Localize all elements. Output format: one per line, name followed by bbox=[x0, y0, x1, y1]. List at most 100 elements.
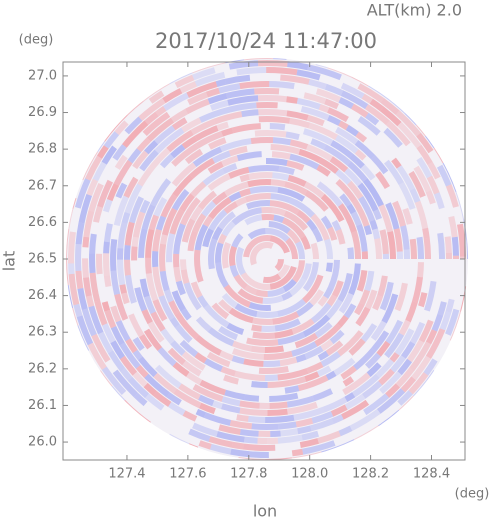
echo-cell bbox=[174, 74, 195, 88]
echo-cell bbox=[97, 179, 113, 208]
echo-cell bbox=[124, 183, 143, 214]
echo-cell bbox=[248, 165, 280, 173]
echo-cell bbox=[138, 228, 148, 258]
echo-cell bbox=[182, 360, 202, 377]
echo-cell bbox=[132, 349, 143, 361]
echo-cell bbox=[344, 392, 356, 402]
echo-cell bbox=[228, 102, 257, 113]
echo-cell bbox=[171, 117, 188, 131]
echo-cell bbox=[195, 335, 222, 356]
echo-cell bbox=[188, 428, 211, 442]
echo-cell bbox=[277, 368, 309, 381]
echo-cell bbox=[288, 376, 307, 386]
echo-cell bbox=[228, 145, 248, 157]
echo-cell bbox=[103, 199, 113, 213]
echo-cell bbox=[453, 255, 460, 259]
echo-cell bbox=[248, 415, 266, 423]
echo-cell bbox=[457, 223, 466, 257]
echo-cell bbox=[131, 236, 139, 247]
echo-cell bbox=[108, 350, 125, 372]
echo-cell bbox=[213, 111, 243, 125]
echo-cell bbox=[215, 262, 229, 288]
echo-cell bbox=[365, 352, 381, 369]
echo-cell bbox=[251, 381, 268, 389]
echo-cell bbox=[324, 238, 333, 259]
echo-cell bbox=[103, 241, 110, 254]
echo-cell bbox=[88, 183, 104, 212]
echo-cell bbox=[85, 295, 95, 308]
echo-cell bbox=[88, 305, 104, 335]
y-axis-label: lat bbox=[0, 251, 19, 272]
echo-cell bbox=[437, 301, 447, 316]
echo-cell bbox=[286, 160, 305, 171]
echo-cell bbox=[97, 145, 109, 159]
echo-cell bbox=[317, 350, 329, 361]
echo-cell bbox=[207, 173, 231, 191]
echo-cell bbox=[414, 200, 429, 229]
echo-cell bbox=[244, 394, 260, 402]
echo-cell bbox=[87, 342, 107, 370]
echo-cell bbox=[221, 155, 239, 167]
echo-cell bbox=[241, 109, 259, 118]
echo-cell bbox=[102, 323, 116, 344]
echo-cell bbox=[398, 319, 411, 336]
echo-cell bbox=[327, 115, 341, 126]
echo-cell bbox=[154, 137, 172, 154]
echo-cell bbox=[340, 90, 369, 110]
echo-cell bbox=[192, 213, 207, 233]
echo-cell bbox=[104, 223, 113, 243]
x-tick-label: 127.6 bbox=[169, 467, 206, 482]
echo-cell bbox=[144, 373, 170, 398]
echo-cell bbox=[303, 128, 334, 146]
echo-cell bbox=[148, 214, 159, 231]
echo-cell bbox=[425, 328, 446, 359]
echo-cell bbox=[155, 364, 182, 389]
echo-cell bbox=[269, 123, 286, 131]
echo-cell bbox=[351, 230, 362, 259]
echo-cell bbox=[198, 190, 217, 210]
echo-cell bbox=[162, 88, 183, 104]
echo-cell bbox=[245, 192, 271, 203]
echo-cell bbox=[380, 106, 402, 127]
echo-cell bbox=[83, 277, 92, 297]
echo-cell bbox=[269, 235, 290, 254]
echo-cell bbox=[314, 323, 342, 347]
echo-background bbox=[66, 57, 469, 460]
echo-cell bbox=[180, 269, 190, 284]
echo-cell bbox=[110, 270, 121, 295]
echo-cell bbox=[132, 371, 148, 388]
y-tick-label: 26.8 bbox=[28, 142, 57, 157]
echo-cell bbox=[110, 305, 122, 323]
echo-cell bbox=[198, 394, 215, 407]
y-tick-label: 26.2 bbox=[28, 361, 57, 376]
echo-cell bbox=[337, 330, 364, 357]
echo-cell bbox=[273, 57, 287, 60]
echo-cell bbox=[203, 412, 231, 426]
echo-cell bbox=[285, 131, 300, 140]
echo-cell bbox=[181, 117, 202, 133]
echo-cell bbox=[120, 367, 133, 381]
echo-cell bbox=[271, 151, 291, 160]
echo-cell bbox=[306, 219, 318, 232]
echo-cell bbox=[179, 81, 198, 94]
echo-cell bbox=[431, 313, 444, 332]
echo-cell bbox=[338, 425, 353, 437]
echo-cell bbox=[239, 407, 268, 417]
echo-cell bbox=[159, 243, 167, 272]
echo-cell bbox=[128, 313, 145, 338]
echo-cell bbox=[333, 357, 356, 376]
echo-cell bbox=[249, 186, 279, 194]
echo-cell bbox=[385, 120, 411, 147]
echo-cell bbox=[286, 110, 309, 121]
echo-cell bbox=[376, 340, 391, 357]
echo-cell bbox=[281, 291, 293, 301]
echo-cell bbox=[312, 388, 333, 402]
echo-cell bbox=[222, 242, 231, 269]
echo-cell bbox=[103, 275, 112, 287]
echo-cell bbox=[258, 108, 288, 117]
echo-cell bbox=[143, 328, 163, 351]
echo-cell bbox=[344, 393, 366, 410]
echo-cell bbox=[320, 215, 333, 230]
echo-cell bbox=[398, 182, 416, 210]
echo-cell bbox=[304, 345, 324, 360]
